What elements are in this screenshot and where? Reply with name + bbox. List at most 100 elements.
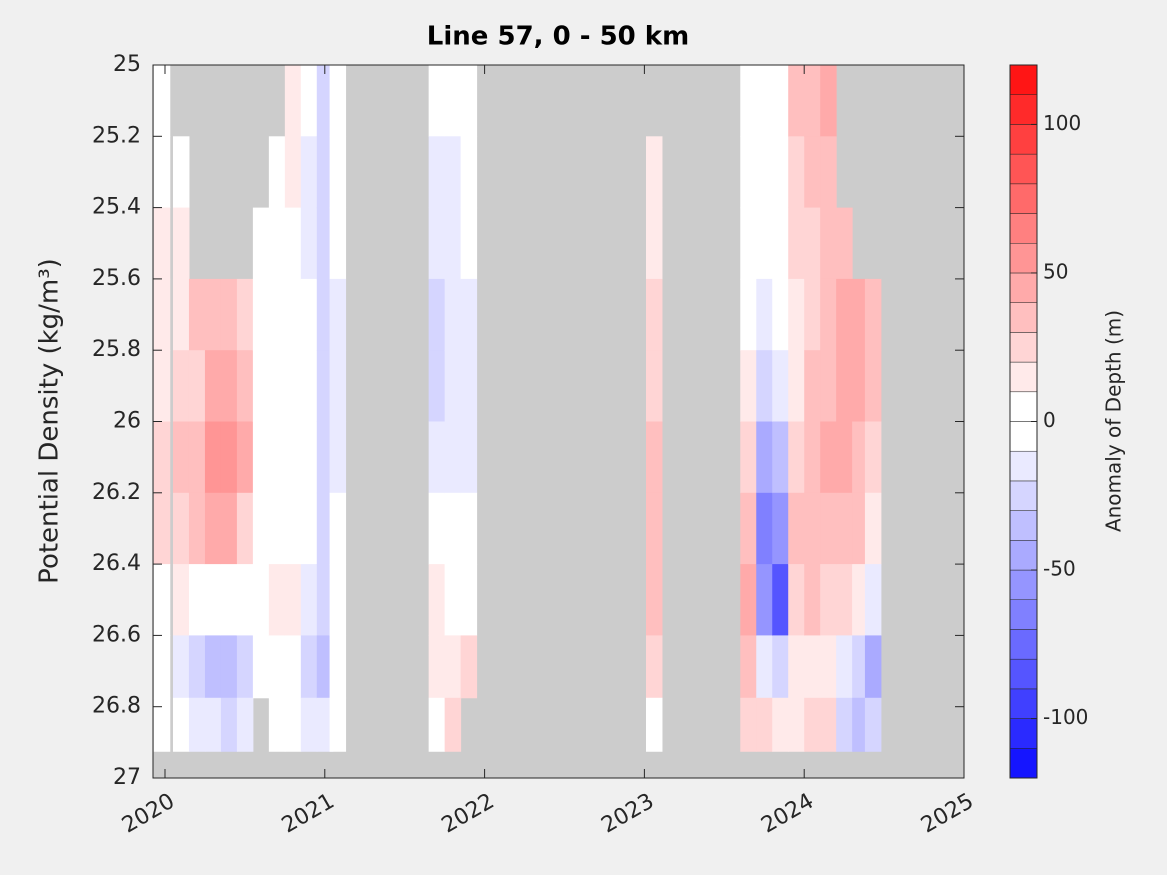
contour-cell — [645, 635, 663, 699]
contour-cell — [804, 564, 821, 636]
contour-cell — [316, 65, 334, 137]
contour-cell — [428, 136, 446, 209]
contour-cell — [300, 492, 318, 565]
contour-cell — [220, 635, 238, 699]
contour-cell — [268, 421, 286, 494]
y-tick-label: 26 — [113, 409, 141, 434]
contour-cell — [428, 421, 446, 494]
colorbar-tick-label: 50 — [1043, 259, 1068, 283]
contour-cell — [153, 207, 171, 280]
contour-cell — [428, 492, 446, 565]
contour-cell — [740, 278, 757, 351]
contour-cell — [329, 65, 347, 137]
colorbar-band — [1009, 718, 1038, 749]
contour-cell — [788, 492, 805, 565]
contour-cell — [804, 207, 821, 280]
contour-cell — [268, 697, 286, 752]
contour-cell — [268, 635, 286, 699]
contour-cell — [252, 278, 270, 351]
contour-cell — [820, 635, 837, 699]
colorbar-band — [1009, 332, 1038, 363]
contour-cell — [788, 136, 805, 209]
contour-cell — [820, 207, 837, 280]
contour-cell — [428, 635, 446, 699]
contour-cell — [316, 421, 334, 494]
contour-cell — [864, 350, 882, 422]
contour-cell — [772, 421, 789, 494]
contour-cell — [864, 697, 882, 752]
contour-cell — [284, 421, 302, 494]
colorbar-band — [1009, 421, 1038, 452]
contour-cell — [444, 136, 462, 209]
contour-cell — [329, 350, 347, 422]
contour-cell — [252, 492, 270, 565]
contour-cell — [836, 278, 853, 351]
contour-cell — [772, 492, 789, 565]
colorbar-band — [1009, 272, 1038, 303]
contour-cell — [820, 65, 837, 137]
colorbar-band — [1009, 748, 1038, 779]
contour-cell — [153, 635, 171, 699]
contour-cell — [172, 635, 190, 699]
contour-cell — [772, 635, 789, 699]
colorbar-tick-label: -100 — [1043, 705, 1088, 729]
colorbar-band — [1009, 688, 1038, 719]
contour-cell — [220, 350, 238, 422]
contour-cell — [428, 564, 446, 636]
contour-cell — [284, 350, 302, 422]
contour-cell — [756, 564, 773, 636]
y-tick-label: 25 — [113, 52, 141, 77]
contour-cell — [772, 207, 789, 280]
contour-cell — [836, 421, 853, 494]
contour-cell — [153, 697, 171, 752]
contour-cell — [836, 350, 853, 422]
contour-cell — [428, 350, 446, 422]
contour-cell — [836, 697, 853, 752]
contour-cell — [172, 207, 190, 280]
contour-cell — [316, 635, 334, 699]
contour-cell — [460, 564, 478, 636]
contour-cell — [204, 492, 222, 565]
contour-cell — [236, 350, 254, 422]
contour-cell — [460, 421, 478, 494]
contour-cell — [820, 421, 837, 494]
contour-cell — [316, 564, 334, 636]
colorbar-band — [1009, 391, 1038, 422]
contour-cell — [284, 65, 302, 137]
contour-cell — [300, 207, 318, 280]
contour-cell — [316, 350, 334, 422]
contour-cell — [204, 635, 222, 699]
chart-title: Line 57, 0 - 50 km — [427, 22, 689, 52]
contour-cell — [268, 350, 286, 422]
contour-cell — [852, 492, 869, 565]
y-tick-label: 26.6 — [92, 622, 141, 647]
contour-cell — [236, 421, 254, 494]
contour-cell — [804, 136, 821, 209]
contour-cell — [220, 278, 238, 351]
contour-cell — [645, 697, 663, 752]
contour-cell — [444, 697, 462, 752]
contour-cell — [153, 278, 171, 351]
contour-cell — [268, 136, 286, 209]
colorbar-band — [1009, 183, 1038, 214]
contour-cell — [788, 564, 805, 636]
colorbar-band — [1009, 213, 1038, 244]
contour-cell — [444, 278, 462, 351]
contour-cell — [444, 207, 462, 280]
contour-cell — [820, 136, 837, 209]
contour-cell — [864, 635, 882, 699]
contour-cell — [788, 350, 805, 422]
contour-cell — [172, 278, 190, 351]
contour-cell — [864, 421, 882, 494]
contour-cell — [444, 564, 462, 636]
contour-cell — [300, 65, 318, 137]
y-tick-label: 26.8 — [92, 694, 141, 719]
contour-cell — [645, 421, 663, 494]
contour-cell — [172, 136, 190, 209]
contour-cell — [188, 492, 206, 565]
contour-cell — [153, 65, 171, 137]
contour-cell — [444, 65, 462, 137]
contour-cell — [740, 635, 757, 699]
contour-cell — [756, 697, 773, 752]
